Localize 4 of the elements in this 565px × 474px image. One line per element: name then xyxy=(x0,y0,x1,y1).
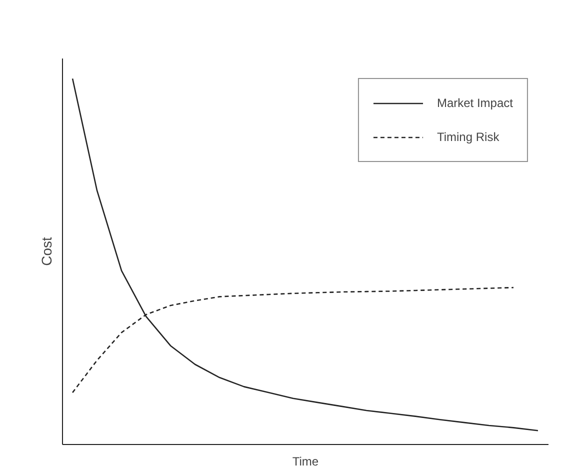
y-axis-title: Cost xyxy=(38,236,54,266)
legend-label: Timing Risk xyxy=(436,130,500,144)
x-axis-title: Time xyxy=(292,454,319,468)
legend-label: Market Impact xyxy=(436,96,513,110)
